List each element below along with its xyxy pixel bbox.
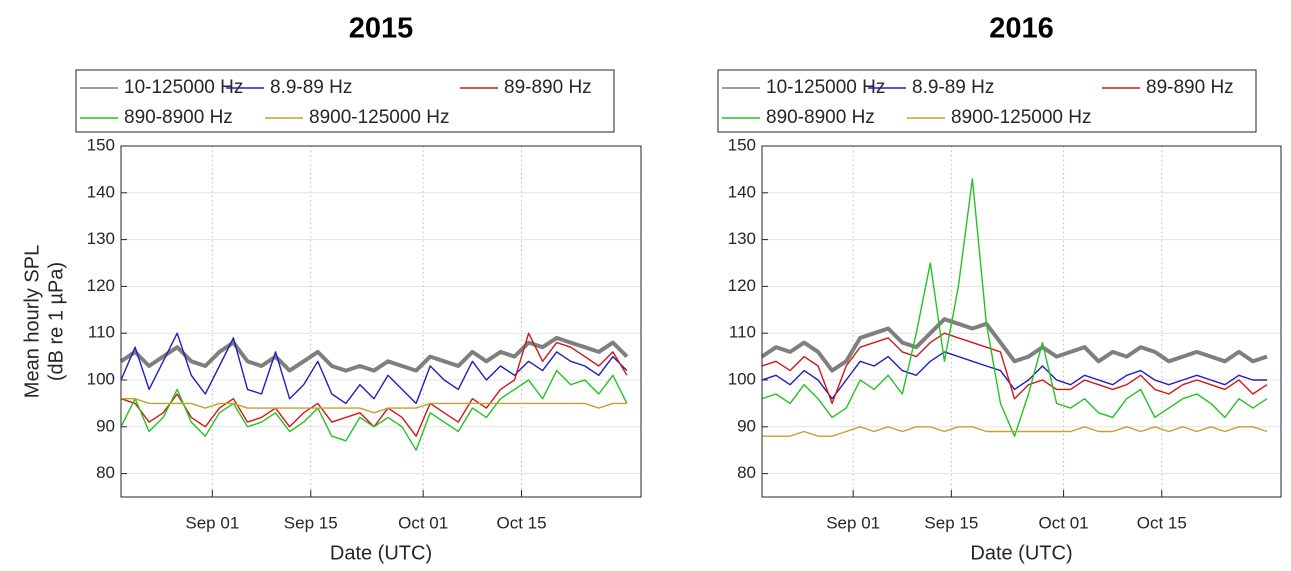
series-line xyxy=(120,332,628,437)
series-line xyxy=(761,332,1268,405)
legend-label: 8.9-89 Hz xyxy=(912,77,994,98)
legend-label: 890-8900 Hz xyxy=(766,107,875,128)
legend-label: 890-8900 Hz xyxy=(124,107,233,128)
series-line xyxy=(762,426,1268,437)
y-tick-label: 100 xyxy=(87,369,115,388)
x-tick-label: Sep 15 xyxy=(924,513,978,532)
x-tick-label: Sep 01 xyxy=(185,513,239,532)
legend-box xyxy=(717,69,1257,133)
y-tick-label: 110 xyxy=(729,323,756,342)
chart-title: 2016 xyxy=(989,13,1054,45)
series-line xyxy=(761,351,1267,400)
series-line xyxy=(761,178,1268,437)
series-line xyxy=(120,332,628,405)
series-line xyxy=(121,398,627,414)
legend-label: 89-890 Hz xyxy=(1146,77,1234,98)
legend-label: 8900-125000 Hz xyxy=(951,107,1092,128)
y-tick-label: 80 xyxy=(737,463,756,482)
y-tick-label: 150 xyxy=(728,135,756,154)
x-tick-label: Sep 01 xyxy=(826,513,880,532)
x-tick-label: Sep 15 xyxy=(284,513,338,532)
x-tick-label: Oct 01 xyxy=(398,513,448,532)
series-line xyxy=(120,369,628,451)
y-tick-label: 120 xyxy=(728,276,756,295)
y-tick-label: 130 xyxy=(87,229,115,248)
x-axis-label: Date (UTC) xyxy=(330,542,432,564)
legend-label: 10-125000 Hz xyxy=(766,77,885,98)
series-line xyxy=(119,335,629,373)
y-tick-label: 120 xyxy=(87,276,115,295)
x-axis-label: Date (UTC) xyxy=(970,542,1072,564)
y-tick-label: 80 xyxy=(96,463,115,482)
legend-label: 8.9-89 Hz xyxy=(270,77,352,98)
legend-label: 89-890 Hz xyxy=(504,77,592,98)
chart-title: 2015 xyxy=(349,13,414,45)
legend-label: 10-125000 Hz xyxy=(124,77,243,98)
y-axis-label-line: (dB re 1 µPa) xyxy=(45,262,67,381)
y-tick-label: 150 xyxy=(87,135,115,154)
x-tick-label: Oct 15 xyxy=(1137,513,1187,532)
legend-box xyxy=(75,69,615,133)
y-tick-label: 130 xyxy=(728,229,756,248)
legend-label: 8900-125000 Hz xyxy=(309,107,450,128)
plot-frame xyxy=(120,145,642,498)
series-line xyxy=(760,317,1268,373)
y-tick-label: 100 xyxy=(728,369,756,388)
y-axis-label: Mean hourly SPL (dB re 1 µPa) xyxy=(21,245,67,398)
y-tick-label: 140 xyxy=(728,182,756,201)
x-tick-label: Oct 15 xyxy=(496,513,546,532)
y-tick-label: 110 xyxy=(88,323,115,342)
x-tick-label: Oct 01 xyxy=(1039,513,1089,532)
y-axis-label-line: Mean hourly SPL xyxy=(21,245,43,398)
y-tick-label: 140 xyxy=(87,182,115,201)
y-tick-label: 90 xyxy=(737,416,756,435)
y-tick-label: 90 xyxy=(96,416,115,435)
plot-frame xyxy=(761,145,1282,498)
